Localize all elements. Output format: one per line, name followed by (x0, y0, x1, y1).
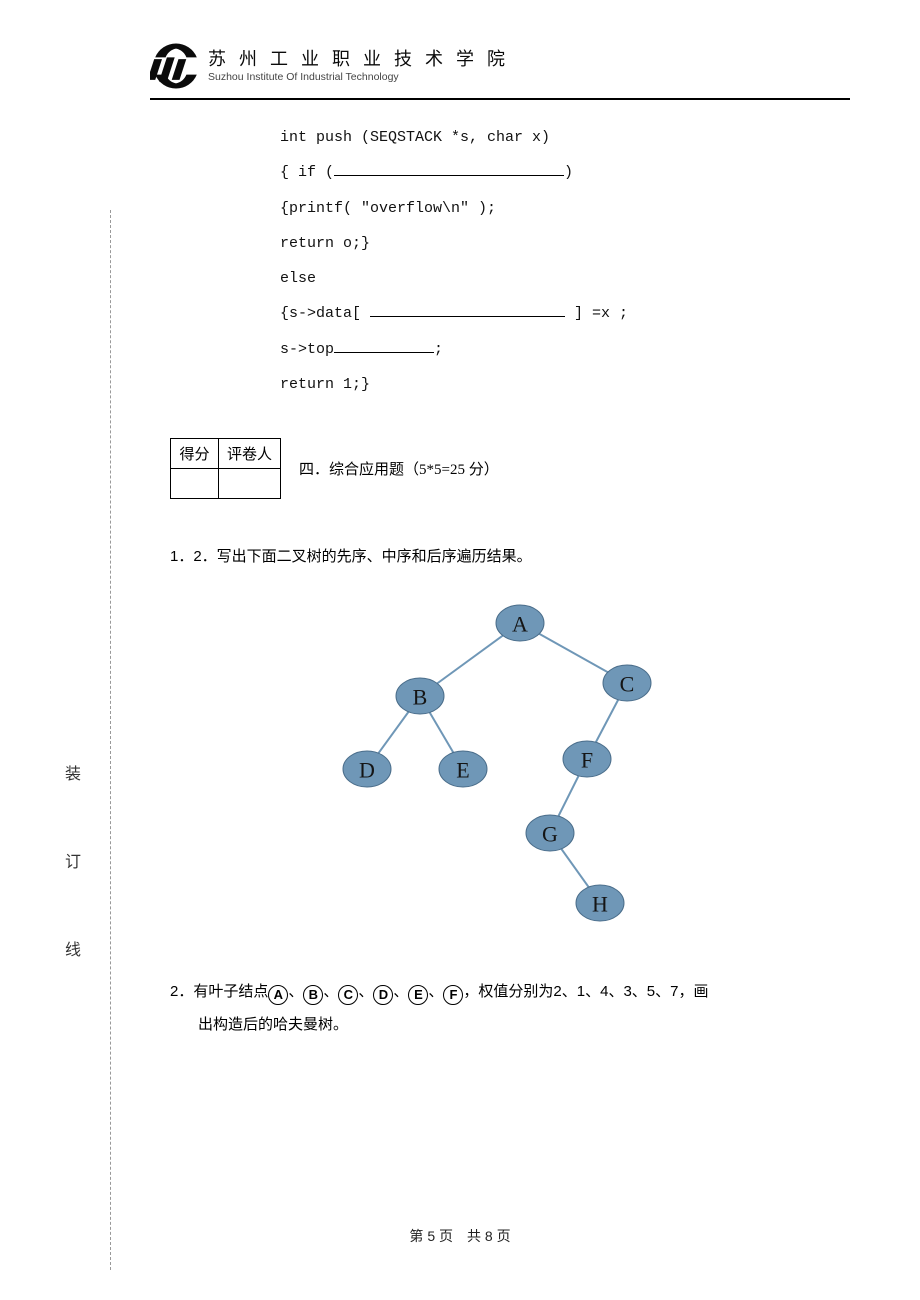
tree-node-label: D (359, 758, 375, 783)
header: 苏 州 工 业 职 业 技 术 学 院 Suzhou Institute Of … (150, 40, 850, 96)
question-2-line2: 出构造后的哈夫曼树。 (170, 1016, 348, 1033)
binding-dashed-line (110, 210, 111, 1270)
grader-header: 评卷人 (219, 439, 281, 469)
circled-letter: F (443, 985, 463, 1005)
tree-node-label: A (512, 612, 528, 637)
school-name-cn: 苏 州 工 业 职 业 技 术 学 院 (208, 48, 509, 71)
page-content: 苏 州 工 业 职 业 技 术 学 院 Suzhou Institute Of … (150, 40, 850, 1069)
tree-node-label: F (581, 748, 593, 773)
tree-node-label: G (542, 822, 558, 847)
tree-node-label: B (413, 685, 428, 710)
circled-letter: B (303, 985, 323, 1005)
header-rule (150, 98, 850, 100)
question-2: 2．有叶子结点A、B、C、D、E、F，权值分别为2、1、4、3、5、7，画 出构… (170, 976, 850, 1041)
fill-blank[interactable] (370, 316, 565, 317)
tree-node-label: C (620, 672, 635, 697)
code-line: { if () (280, 155, 850, 190)
circled-letter: C (338, 985, 358, 1005)
code-line: return o;} (280, 226, 850, 261)
school-logo-icon (150, 40, 202, 92)
tree-node-label: H (592, 892, 608, 917)
code-line: int push (SEQSTACK *s, char x) (280, 120, 850, 155)
score-header: 得分 (171, 439, 219, 469)
score-table: 得分 评卷人 (170, 438, 281, 499)
section-4-header: 得分 评卷人 四．综合应用题（5*5=25 分） (170, 438, 850, 499)
score-cell[interactable] (171, 469, 219, 499)
circled-letter: D (373, 985, 393, 1005)
question-1: 1．2．写出下面二叉树的先序、中序和后序遍历结果。 (170, 541, 850, 573)
tree-node-label: E (456, 758, 469, 783)
binary-tree-diagram: A B C D E F G H (325, 601, 675, 936)
code-line: s->top; (280, 332, 850, 367)
fill-blank[interactable] (334, 175, 564, 176)
code-line: else (280, 261, 850, 296)
code-block: int push (SEQSTACK *s, char x) { if () {… (280, 120, 850, 402)
code-line: return 1;} (280, 367, 850, 402)
page-footer: 第 5 页 共 8 页 (0, 1226, 920, 1246)
grader-cell[interactable] (219, 469, 281, 499)
code-line: {printf( "overflow\n" ); (280, 191, 850, 226)
header-text: 苏 州 工 业 职 业 技 术 学 院 Suzhou Institute Of … (208, 48, 509, 84)
circled-letter: A (268, 985, 288, 1005)
page-total: 8 (485, 1228, 493, 1244)
circled-letter: E (408, 985, 428, 1005)
section-title: 四．综合应用题（5*5=25 分） (299, 458, 499, 479)
code-line: {s->data[ ] =x ; (280, 296, 850, 331)
page-number: 5 (427, 1228, 435, 1244)
fill-blank[interactable] (334, 352, 434, 353)
school-name-en: Suzhou Institute Of Industrial Technolog… (208, 71, 509, 84)
binding-text: 装 订 线 (58, 765, 82, 985)
